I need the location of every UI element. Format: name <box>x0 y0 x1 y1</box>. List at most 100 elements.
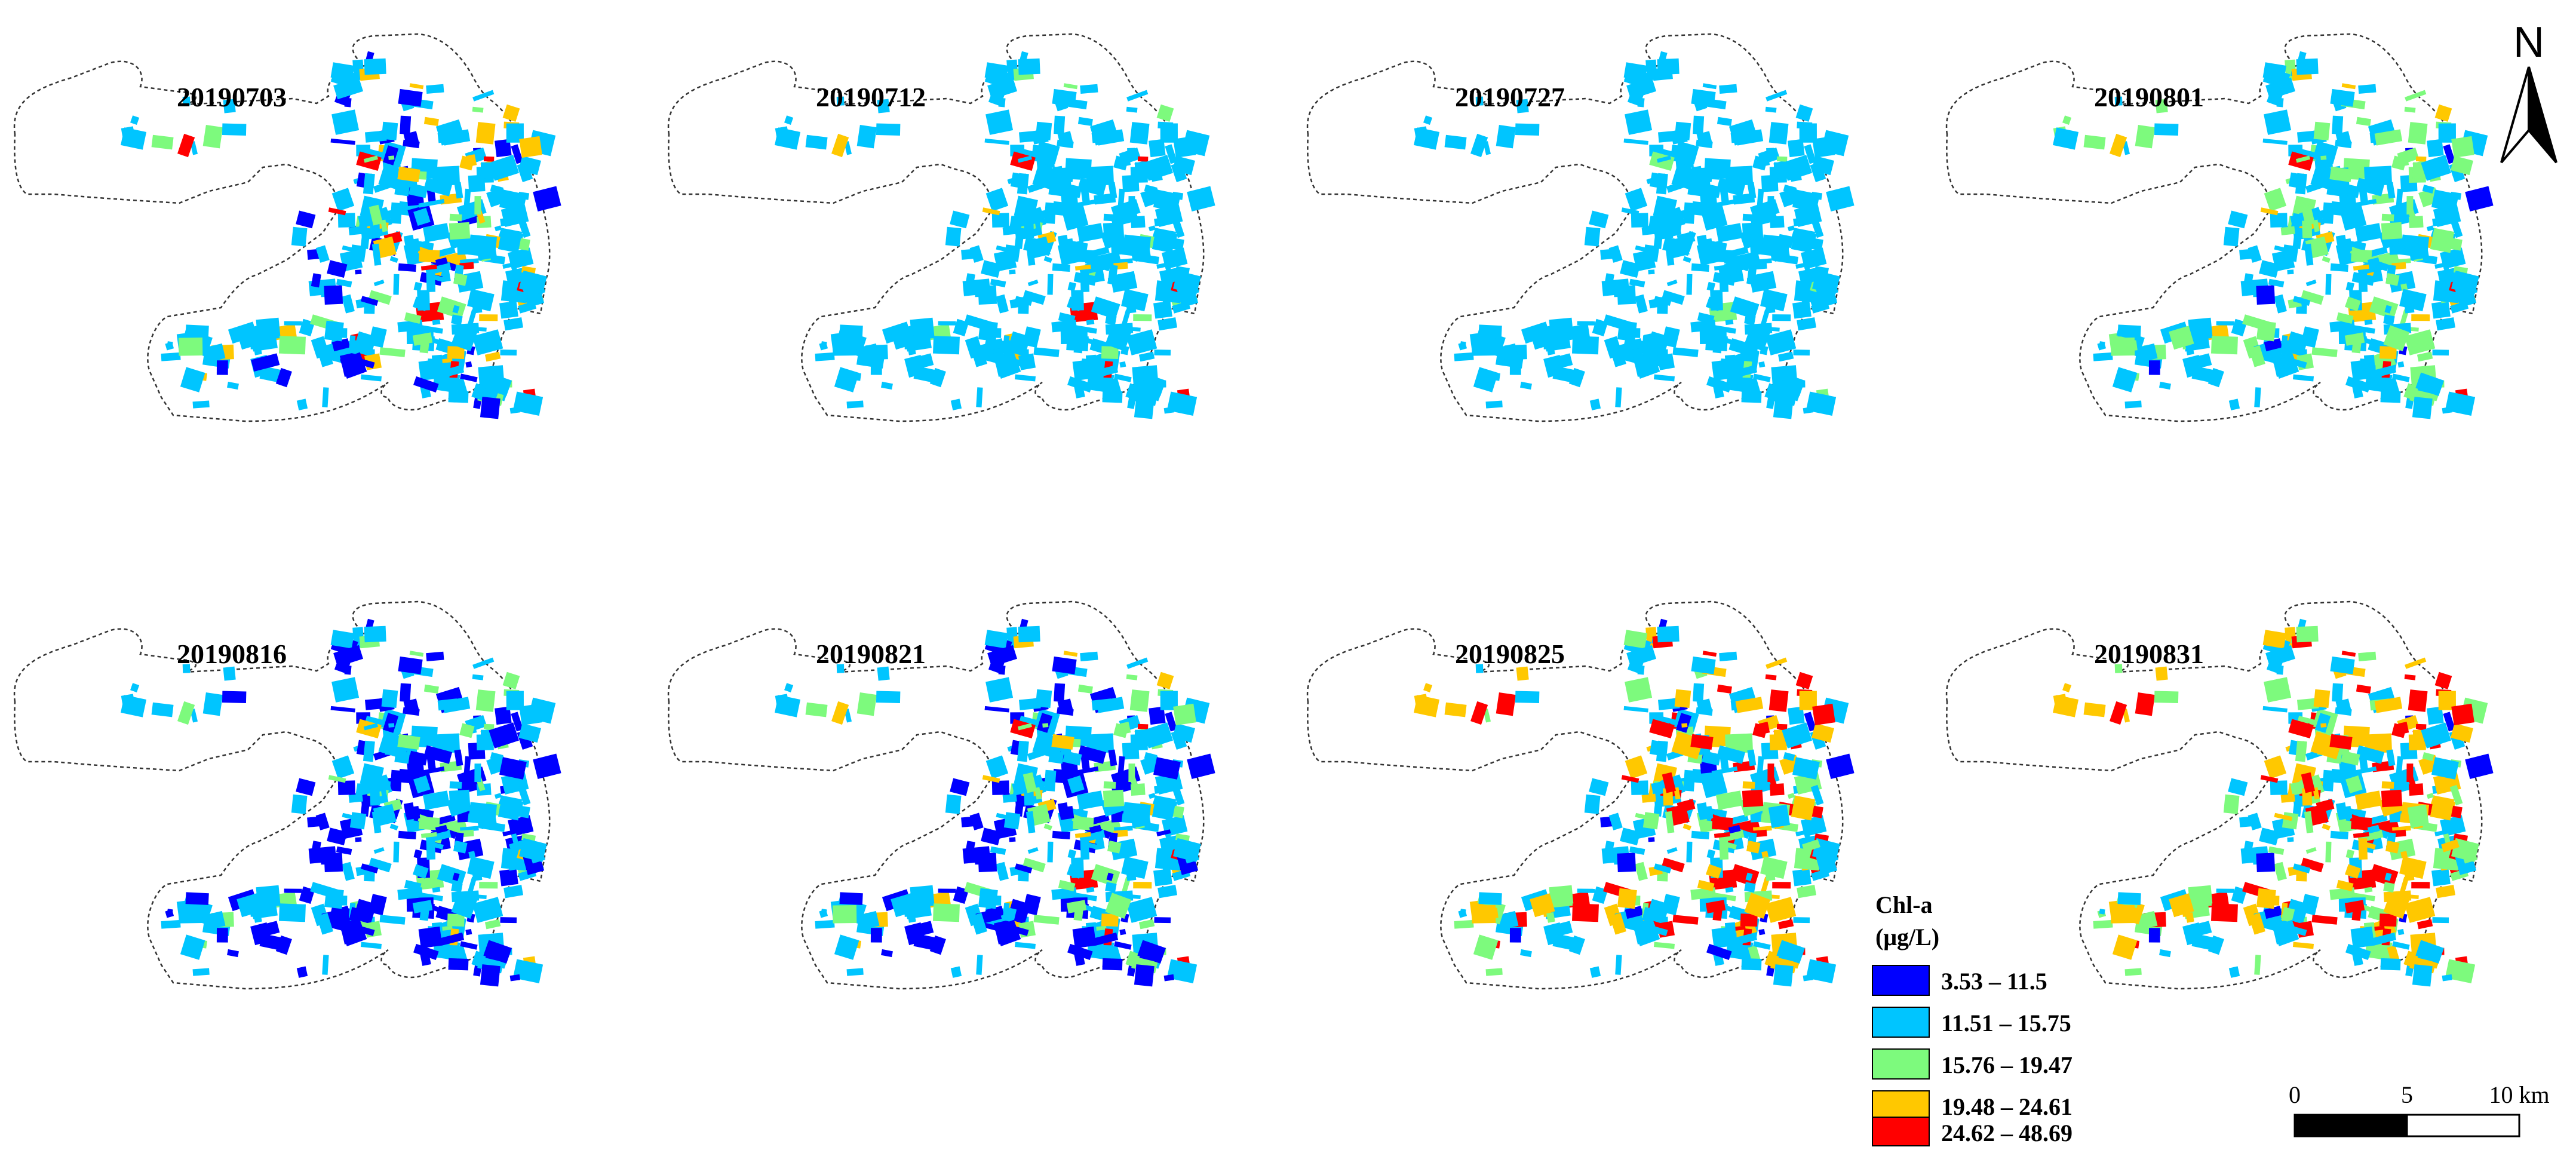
water-patch <box>2295 155 2310 163</box>
water-patch <box>472 90 495 102</box>
water-patch <box>2262 138 2288 145</box>
water-patch <box>358 358 375 369</box>
water-patch <box>340 352 367 379</box>
water-patch <box>423 745 453 764</box>
water-patch <box>455 945 468 962</box>
water-patch <box>423 684 439 694</box>
water-patch <box>2396 188 2403 206</box>
water-patch <box>1091 296 1120 320</box>
water-patch <box>500 349 517 356</box>
water-patch <box>419 816 440 830</box>
water-patch <box>1058 879 1076 892</box>
water-patch <box>2270 780 2288 795</box>
water-patch <box>1094 364 1119 378</box>
water-patch <box>2270 213 2288 228</box>
water-patch <box>1742 789 1764 808</box>
water-patch <box>1002 226 1017 235</box>
water-patch <box>1604 273 1614 288</box>
water-patch <box>1662 204 1676 226</box>
water-patch <box>2421 722 2452 749</box>
water-patch <box>1002 793 1017 803</box>
water-patch <box>1163 406 1174 414</box>
water-patch <box>1666 847 1678 854</box>
water-patch <box>413 376 439 393</box>
water-patch <box>1012 213 1028 228</box>
water-patch <box>342 245 361 254</box>
water-patch <box>315 245 330 263</box>
water-patch <box>1067 281 1077 292</box>
water-patch <box>1683 769 1696 792</box>
water-patch <box>1806 959 1837 983</box>
water-patch <box>2422 185 2434 194</box>
water-patch <box>1153 189 1181 212</box>
water-patch <box>400 115 412 134</box>
water-patch <box>1717 116 1732 127</box>
water-patch <box>831 133 849 158</box>
water-patch <box>1767 763 1774 783</box>
water-patch <box>1108 749 1117 766</box>
water-patch <box>2332 683 2344 702</box>
water-patch <box>978 285 997 305</box>
water-patch <box>1496 125 1516 149</box>
water-patch <box>227 949 239 958</box>
water-patch <box>1690 166 1714 183</box>
water-patch <box>2441 271 2460 285</box>
water-patch <box>1625 109 1653 135</box>
water-patch <box>472 897 503 923</box>
panel-date-title: 20190703 <box>177 82 287 112</box>
water-patch <box>2223 226 2240 247</box>
water-patch <box>1615 955 1622 975</box>
water-patch <box>2140 343 2158 361</box>
water-patch <box>419 249 440 263</box>
water-patch <box>2287 269 2294 275</box>
water-patch <box>2114 96 2123 106</box>
water-patch <box>1105 893 1132 919</box>
water-patch <box>984 138 1009 145</box>
water-patch <box>1600 816 1613 827</box>
water-patch <box>463 188 471 206</box>
water-patch <box>1691 263 1710 272</box>
water-patch <box>2329 734 2353 750</box>
water-patch <box>1653 374 1675 382</box>
water-patch <box>2254 955 2261 975</box>
water-patch <box>253 912 262 923</box>
water-patch <box>1077 745 1107 764</box>
water-patch <box>2093 352 2113 361</box>
water-patch <box>784 115 794 125</box>
water-patch <box>2405 90 2427 102</box>
water-patch <box>1776 723 1788 729</box>
water-patch <box>398 656 423 674</box>
water-patch <box>881 381 893 390</box>
water-patch <box>1047 841 1054 863</box>
water-patch <box>1617 853 1637 872</box>
water-patch <box>2380 390 2401 403</box>
water-patch <box>1681 155 1688 160</box>
water-patch <box>2154 691 2179 703</box>
water-patch <box>2301 204 2315 226</box>
water-patch <box>1747 749 1757 766</box>
water-patch <box>1516 666 1529 681</box>
water-patch <box>2154 123 2179 136</box>
water-patch <box>2436 317 2455 331</box>
water-patch <box>370 788 380 806</box>
water-patch <box>2432 349 2449 356</box>
water-patch <box>1091 864 1120 887</box>
water-patch <box>2111 337 2135 356</box>
water-patch <box>503 885 523 899</box>
water-patch <box>2313 689 2331 709</box>
water-patch <box>1071 892 1097 901</box>
water-patch <box>2295 173 2307 195</box>
water-patch <box>1686 841 1693 863</box>
water-patch <box>383 713 399 733</box>
water-patch <box>1634 861 1648 881</box>
water-patch <box>420 832 437 838</box>
water-patch <box>390 202 403 224</box>
water-patch <box>2434 104 2452 122</box>
water-patch <box>2135 692 2156 716</box>
water-patch <box>2374 129 2403 146</box>
water-patch <box>237 326 262 350</box>
water-patch <box>328 775 346 783</box>
water-patch <box>1035 689 1052 709</box>
water-patch <box>2345 775 2363 794</box>
water-patch <box>1156 671 1174 689</box>
